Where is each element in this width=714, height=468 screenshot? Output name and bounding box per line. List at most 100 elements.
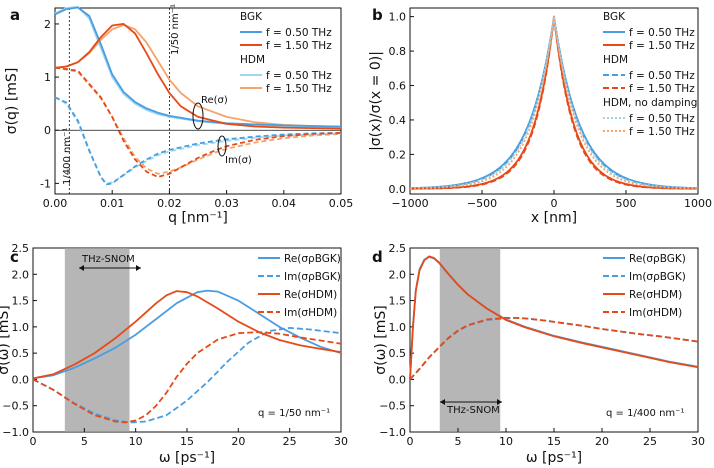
legend-d: Re(σρBGK) Im(σρBGK) Re(σHDM) Im(σHDM) xyxy=(603,253,686,319)
legend-b: BGK f = 0.50 THz f = 1.50 THz HDM f = 0.… xyxy=(603,11,697,138)
legend-d-entry-1: Re(σρBGK) xyxy=(629,253,686,265)
vlines-a xyxy=(55,8,341,194)
ytick-label-b-1: 0.2 xyxy=(389,148,407,161)
legend-c: Re(σρBGK) Im(σρBGK) Re(σHDM) Im(σHDM) xyxy=(258,253,341,319)
ytick-label-a-3: 2 xyxy=(44,18,51,31)
xtick-label-c-4: 20 xyxy=(231,435,245,448)
ytick-label-a-1: 0 xyxy=(44,124,51,137)
xtick-label-d-2: 10 xyxy=(499,435,513,448)
annotation-re: Re(σ) xyxy=(201,95,228,106)
ytick-label-c-6: 2.0 xyxy=(12,268,30,281)
series-a-4 xyxy=(54,96,342,185)
series-a-2 xyxy=(54,6,342,128)
xlabel-b: x [nm] xyxy=(531,210,577,226)
xtick-label-b-4: 1000 xyxy=(684,197,712,210)
series-c-0 xyxy=(32,289,342,380)
xtick-label-b-2: 0 xyxy=(551,197,558,210)
xtick-label-a-3: 0.03 xyxy=(214,197,239,210)
series-d xyxy=(409,255,699,381)
vline-label-2: 1/50 nm⁻¹ xyxy=(170,4,181,55)
ytick-label-d-3: 0.5 xyxy=(389,347,407,360)
series-c-2 xyxy=(32,290,342,380)
series-a-7 xyxy=(54,66,342,178)
ytick-label-a-0: -1 xyxy=(40,177,51,190)
re-ellipse xyxy=(192,102,204,130)
ytick-label-d-0: −1.0 xyxy=(379,426,406,439)
ytick-label-d-1: −0.5 xyxy=(379,400,406,413)
ytick-label-d-4: 1.0 xyxy=(389,321,407,334)
legend-a-group-bgk: BGK xyxy=(240,11,263,23)
ytick-label-c-7: 2.5 xyxy=(12,242,30,255)
annotation-im: Im(σ) xyxy=(225,155,252,166)
xtick-label-c-5: 25 xyxy=(283,435,297,448)
ytick-label-a-2: 1 xyxy=(44,71,51,84)
plot-frame-a xyxy=(54,7,342,195)
series-c xyxy=(32,289,342,424)
xtick-label-a-2: 0.02 xyxy=(157,197,182,210)
ticks-a: 0.00 0.01 0.02 0.03 0.04 0.05 -1 0 1 2 xyxy=(40,18,353,210)
legend-d-entry-2: Im(σρBGK) xyxy=(629,271,686,283)
xtick-label-d-3: 15 xyxy=(547,435,561,448)
legend-b-entry-5: f = 0.50 THz xyxy=(629,113,695,125)
thz-snom-label-c: THz-SNOM xyxy=(81,254,135,265)
series-c-1 xyxy=(32,327,342,424)
legend-a-entry-3: f = 0.50 THz xyxy=(266,70,332,82)
vline-label-1: 1/400 nm⁻¹ xyxy=(62,128,73,185)
ticks-b: −1000 −500 0 500 1000 0.0 0.2 0.4 0.6 0.8 1.0 xyxy=(389,11,713,210)
xlabel-c: ω [ps⁻¹] xyxy=(159,450,215,466)
legend-c-entry-4: Im(σHDM) xyxy=(284,307,337,319)
series-a-6 xyxy=(54,96,342,186)
legend-b-entry-4: f = 1.50 THz xyxy=(629,83,695,95)
ytick-label-c-3: 0.5 xyxy=(12,347,30,360)
legend-a-entry-4: f = 1.50 THz xyxy=(266,83,332,95)
xtick-label-b-1: −500 xyxy=(467,197,497,210)
ytick-label-d-2: 0.0 xyxy=(389,373,407,386)
xtick-label-d-1: 5 xyxy=(455,435,462,448)
panel-a: a 0.00 0.01 0.02 0.03 0.04 0.05 -1 0 1 2 q [nm⁻¹]… xyxy=(4,4,353,226)
xtick-label-a-5: 0.05 xyxy=(329,197,354,210)
xtick-label-a-4: 0.04 xyxy=(272,197,297,210)
ytick-label-c-0: −1.0 xyxy=(2,426,29,439)
panel-label-a: a xyxy=(10,6,20,24)
ytick-label-b-2: 0.4 xyxy=(389,114,407,127)
shade-d xyxy=(439,248,501,432)
xtick-label-c-0: 0 xyxy=(30,435,37,448)
series-b xyxy=(409,15,699,190)
ytick-label-c-4: 1.0 xyxy=(12,321,30,334)
ytick-label-c-2: 0.0 xyxy=(12,373,30,386)
ytick-label-b-5: 1.0 xyxy=(389,11,407,24)
legend-b-group-bgk: BGK xyxy=(603,11,626,23)
ytick-label-d-6: 2.0 xyxy=(389,268,407,281)
ytick-label-d-5: 1.5 xyxy=(389,295,407,308)
xtick-label-c-2: 10 xyxy=(129,435,143,448)
legend-a-entry-2: f = 1.50 THz xyxy=(266,40,332,52)
ytick-label-b-0: 0.0 xyxy=(389,183,407,196)
legend-d-entry-4: Im(σHDM) xyxy=(629,307,682,319)
xtick-label-c-6: 30 xyxy=(334,435,348,448)
panel-label-c: c xyxy=(10,248,19,266)
series-d-3 xyxy=(409,317,699,381)
legend-a-entry-1: f = 0.50 THz xyxy=(266,27,332,39)
panel-c: c 0 5 10 15 20 25 30 −1.0 −0.5 0.0 0.5 1.0 1.5 2.0 2.5… xyxy=(0,242,348,466)
series-a-3 xyxy=(54,23,342,130)
ylabel-b: |σ(x)/σ(x = 0)| xyxy=(368,51,384,151)
xlabel-a: q [nm⁻¹] xyxy=(168,210,228,226)
thz-snom-band-d xyxy=(439,248,501,432)
panel-b: b −1000 −500 0 500 1000 0.0 0.2 0.4 0.6 0.8 1.0 x … xyxy=(368,6,712,226)
panel-label-d: d xyxy=(372,248,383,266)
q-annotation-d: q = 1/400 nm⁻¹ xyxy=(606,408,684,419)
ytick-label-b-3: 0.6 xyxy=(389,80,407,93)
legend-d-entry-3: Re(σHDM) xyxy=(629,289,682,301)
series-c-3 xyxy=(32,331,342,424)
xtick-label-b-3: 500 xyxy=(616,197,637,210)
im-ellipse xyxy=(217,135,227,157)
panel-d: d 0 5 10 15 20 25 30 −1.0 −0.5 0.0 0.5 1.0 1.5 2.0 2.5… xyxy=(372,242,705,466)
legend-c-entry-3: Re(σHDM) xyxy=(284,289,337,301)
series-a-0 xyxy=(54,6,342,128)
legend-a-group-hdm: HDM xyxy=(240,54,265,66)
q-annotation-c: q = 1/50 nm⁻¹ xyxy=(258,408,330,419)
ticks-c: 0 5 10 15 20 25 30 −1.0 −0.5 0.0 0.5 1.0 1.5 2.0 2.5 xyxy=(2,242,348,448)
xtick-label-c-1: 5 xyxy=(81,435,88,448)
legend-b-group-hdm: HDM xyxy=(603,54,628,66)
series-b-5 xyxy=(410,15,698,190)
